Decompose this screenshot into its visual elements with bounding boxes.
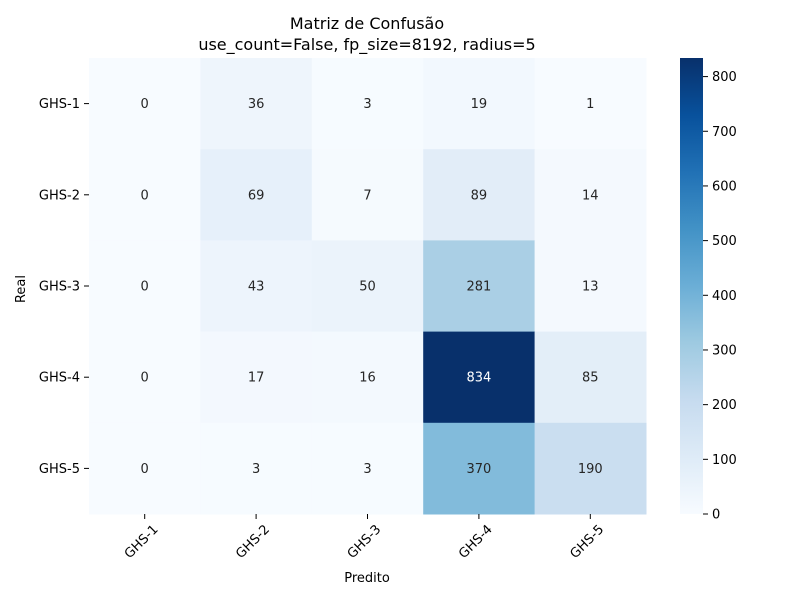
heatmap-cell <box>89 240 201 333</box>
heatmap-cell <box>89 58 201 150</box>
heatmap-cell-label: 834 <box>466 371 491 386</box>
heatmap-cell-label: 43 <box>248 280 265 295</box>
colorbar <box>680 58 703 514</box>
heatmap-cell-label: 190 <box>578 462 603 477</box>
heatmap-cell-label: 3 <box>363 462 371 477</box>
heatmap-cell-label: 85 <box>582 371 599 386</box>
heatmap-cell <box>200 58 313 150</box>
heatmap-cell <box>311 58 424 150</box>
colorbar-tick-label: 600 <box>712 179 737 194</box>
colorbar-ticks: 0 100 200 300 400 500 600 700 800 <box>703 70 737 523</box>
heatmap-cell <box>89 331 201 424</box>
heatmap-cell <box>200 149 313 241</box>
colorbar-tick-label: 800 <box>712 70 737 85</box>
heatmap-cell-labels: 0 36 3 19 1 0 69 7 89 14 0 43 50 281 13 0 17 16 834 85 0 3 3 37… <box>141 97 603 477</box>
heatmap-cell-label: 370 <box>466 462 491 477</box>
heatmap-cell-label: 36 <box>248 97 265 112</box>
heatmap-cell-label: 281 <box>466 280 491 295</box>
heatmap-cell <box>423 149 536 241</box>
heatmap-cell-label: 0 <box>141 280 149 295</box>
heatmap-cell-label: 17 <box>248 371 265 386</box>
heatmap-cell-label: 0 <box>141 97 149 112</box>
heatmap-cell <box>311 331 424 424</box>
heatmap-cell <box>423 58 536 150</box>
heatmap-cell <box>200 422 313 515</box>
colorbar-tick-label: 0 <box>712 508 720 523</box>
heatmap-cell-label: 7 <box>363 188 371 203</box>
heatmap-cell-label: 0 <box>141 371 149 386</box>
heatmap-cells <box>89 58 647 515</box>
y-tick-label: GHS-4 <box>39 371 80 386</box>
heatmap-cell <box>311 422 424 515</box>
heatmap-cell <box>311 240 424 333</box>
heatmap-cell <box>200 331 313 424</box>
x-tick-label: GHS-1 <box>122 522 162 562</box>
colorbar-tick-label: 300 <box>712 343 737 358</box>
heatmap-cell <box>534 58 647 150</box>
heatmap-cell-label: 16 <box>359 371 376 386</box>
x-axis-label: Predito <box>344 571 390 586</box>
x-tick-label: GHS-5 <box>567 522 607 562</box>
heatmap-cell <box>311 149 424 241</box>
heatmap-cell <box>423 240 536 333</box>
y-tick-label: GHS-3 <box>39 280 80 295</box>
heatmap-cell <box>534 240 647 333</box>
heatmap-cell-label: 89 <box>471 188 488 203</box>
heatmap-cell-label: 3 <box>363 97 371 112</box>
x-tick-label: GHS-4 <box>456 522 496 562</box>
heatmap-cell-label: 19 <box>471 97 488 112</box>
heatmap-cell <box>423 331 536 424</box>
x-tick-label: GHS-3 <box>345 522 385 562</box>
heatmap-cell-label: 14 <box>582 188 599 203</box>
y-axis-label: Real <box>14 275 29 303</box>
heatmap-cell-label: 69 <box>248 188 265 203</box>
heatmap-cell-label: 1 <box>586 97 594 112</box>
y-tick-label: GHS-2 <box>39 188 80 203</box>
heatmap-cell-label: 50 <box>359 280 376 295</box>
chart-subtitle: use_count=False, fp_size=8192, radius=5 <box>198 35 535 55</box>
heatmap-cell-label: 13 <box>582 280 599 295</box>
y-tick-label: GHS-1 <box>39 97 80 112</box>
colorbar-tick-label: 500 <box>712 234 737 249</box>
heatmap-cell <box>200 240 313 333</box>
heatmap-cell <box>423 422 536 515</box>
colorbar-tick-label: 400 <box>712 289 737 304</box>
colorbar-tick-label: 100 <box>712 453 737 468</box>
colorbar-tick-label: 700 <box>712 125 737 140</box>
heatmap-cell-label: 3 <box>252 462 260 477</box>
heatmap-cell <box>534 331 647 424</box>
colorbar-tick-label: 200 <box>712 398 737 413</box>
heatmap-cell <box>534 149 647 241</box>
x-axis-ticks: GHS-1 GHS-2 GHS-3 GHS-4 GHS-5 <box>122 514 607 562</box>
chart-title: Matriz de Confusão <box>290 14 444 33</box>
heatmap-cell-label: 0 <box>141 188 149 203</box>
heatmap-cell-label: 0 <box>141 462 149 477</box>
heatmap-cell <box>534 422 647 515</box>
heatmap-cell <box>89 422 201 515</box>
y-axis-ticks: GHS-1 GHS-2 GHS-3 GHS-4 GHS-5 <box>39 97 89 477</box>
x-tick-label: GHS-2 <box>233 522 273 562</box>
y-tick-label: GHS-5 <box>39 462 80 477</box>
heatmap-cell <box>89 149 201 241</box>
